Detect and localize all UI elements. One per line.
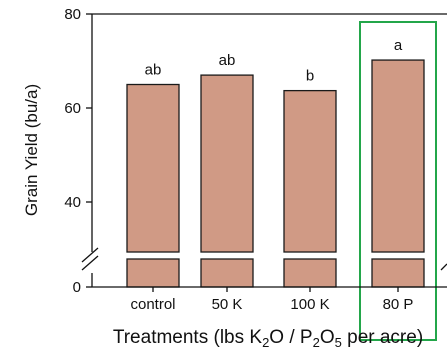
category-label: 50 K: [212, 296, 243, 313]
x-axis-title-part: Treatments (lbs K: [113, 327, 263, 348]
significance-letter: ab: [219, 52, 236, 69]
category-label: 100 K: [290, 296, 329, 313]
bar-base: [371, 258, 425, 288]
x-axis-title-subscript: 2: [262, 335, 269, 350]
bar: [371, 59, 425, 253]
bar-base: [126, 258, 180, 288]
significance-letter: b: [306, 68, 314, 85]
significance-letter: ab: [145, 62, 162, 79]
x-axis-title-part: O: [320, 327, 335, 348]
x-axis-title-part: O / P: [269, 327, 312, 348]
x-axis-title-subscript: 2: [313, 335, 320, 350]
plot-area: ab control ab 50 K b 100 K a 80 P 0 40 60 80: [64, 6, 447, 341]
x-axis-title-part: per acre): [342, 327, 423, 348]
bar: [283, 89, 337, 253]
y-tick-label: 60: [64, 100, 81, 117]
significance-letter: a: [394, 37, 403, 54]
y-tick-label: 0: [73, 279, 81, 296]
bar-base: [283, 258, 337, 288]
x-axis-title: Treatments (lbs K2O / P2O5 per acre): [113, 327, 423, 350]
bar: [126, 83, 180, 253]
category-label: control: [130, 296, 175, 313]
bar: [200, 74, 254, 253]
bar-base: [200, 258, 254, 288]
y-axis-title: Grain Yield (bu/a): [22, 84, 41, 216]
y-tick-label: 80: [64, 6, 81, 23]
category-label: 80 P: [383, 296, 414, 313]
y-tick-label: 40: [64, 194, 81, 211]
x-axis-title-subscript: 5: [335, 335, 342, 350]
highlight-box: [359, 21, 437, 341]
axis-break-mark-right: [440, 263, 447, 271]
axis-break-mark: [81, 247, 99, 263]
axis-break-mark: [81, 255, 99, 271]
